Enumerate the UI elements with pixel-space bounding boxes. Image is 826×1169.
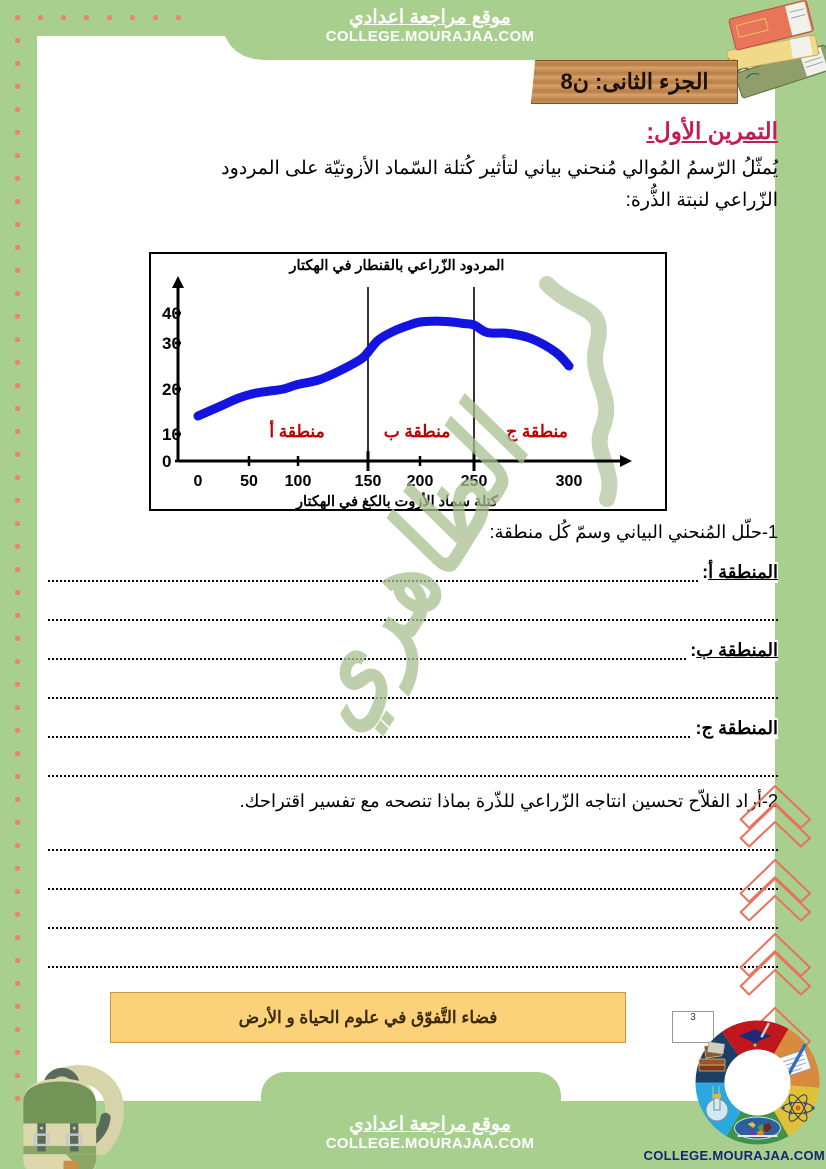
svg-text:0: 0 bbox=[194, 473, 203, 490]
svg-text:المردود الزّراعي بالقنطار في ا: المردود الزّراعي بالقنطار في الهكتار bbox=[289, 257, 505, 275]
svg-text:100: 100 bbox=[285, 473, 312, 490]
svg-text:منطقة أ: منطقة أ bbox=[269, 419, 324, 441]
svg-text:50: 50 bbox=[240, 473, 258, 490]
svg-text:40: 40 bbox=[162, 304, 181, 323]
svg-text:150: 150 bbox=[355, 473, 382, 490]
svg-text:300: 300 bbox=[556, 473, 583, 490]
svg-text:20: 20 bbox=[162, 380, 181, 399]
svg-text:30: 30 bbox=[162, 334, 181, 353]
svg-text:10: 10 bbox=[162, 425, 181, 444]
svg-text:0: 0 bbox=[162, 452, 171, 471]
